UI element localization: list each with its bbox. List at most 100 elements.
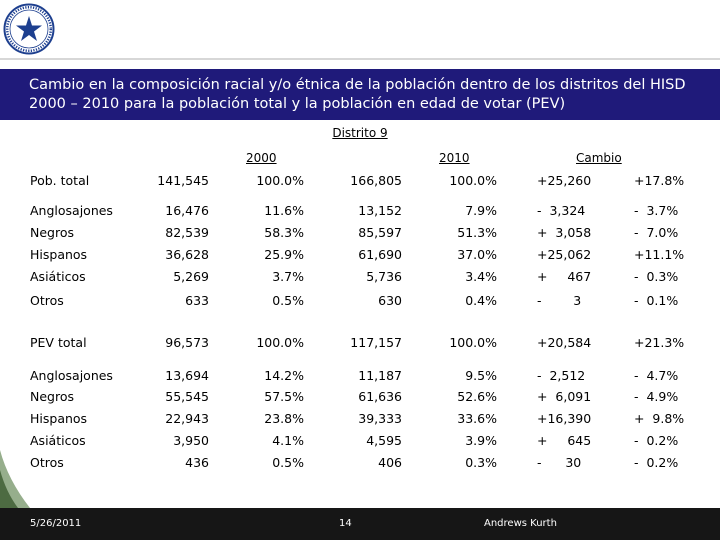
- table-row: Negros 82,539 58.3% 85,597 51.3% + 3,058…: [0, 225, 720, 241]
- cell-count-2010: 5,736: [366, 269, 402, 284]
- row-label: Hispanos: [30, 247, 88, 262]
- footer-page-number: 14: [339, 518, 352, 529]
- cell-change-pct: - 0.1%: [634, 293, 679, 308]
- cell-count-2000: 96,573: [165, 335, 209, 350]
- district-heading-wrap: Distrito 9: [0, 122, 720, 141]
- cell-count-2000: 5,269: [173, 269, 209, 284]
- cell-count-2000: 13,694: [165, 368, 209, 383]
- slide-title: Cambio en la composición racial y/o étni…: [29, 77, 686, 112]
- cell-count-2000: 436: [185, 455, 209, 470]
- cell-count-2010: 13,152: [358, 203, 402, 218]
- table-row: PEV total 96,573 100.0% 117,157 100.0% +…: [0, 335, 720, 351]
- district-heading: Distrito 9: [332, 126, 388, 140]
- cell-change-count: - 30: [537, 455, 582, 470]
- cell-pct-2000: 4.1%: [272, 433, 304, 448]
- cell-change-count: +20,584: [537, 335, 592, 350]
- cell-pct-2010: 3.4%: [465, 269, 497, 284]
- cell-pct-2010: 52.6%: [457, 389, 497, 404]
- table-row: Asiáticos 3,950 4.1% 4,595 3.9% + 645 - …: [0, 433, 720, 449]
- table-row: Otros 436 0.5% 406 0.3% - 30 - 0.2%: [0, 455, 720, 471]
- table-row: Pob. total 141,545 100.0% 166,805 100.0%…: [0, 173, 720, 189]
- footer-accent-swoosh: [0, 450, 30, 508]
- row-label: Pob. total: [30, 173, 90, 188]
- cell-change-pct: +21.3%: [634, 335, 685, 350]
- cell-change-count: + 6,091: [537, 389, 592, 404]
- cell-count-2010: 61,636: [358, 389, 402, 404]
- table-row: Asiáticos 5,269 3.7% 5,736 3.4% + 467 - …: [0, 269, 720, 285]
- row-label: Asiáticos: [30, 269, 86, 284]
- table-row: Otros 633 0.5% 630 0.4% - 3 - 0.1%: [0, 293, 720, 309]
- table-row: Negros 55,545 57.5% 61,636 52.6% + 6,091…: [0, 389, 720, 405]
- cell-pct-2010: 100.0%: [449, 173, 497, 188]
- cell-pct-2000: 58.3%: [264, 225, 304, 240]
- top-divider: [0, 58, 720, 60]
- row-label: Anglosajones: [30, 203, 113, 218]
- cell-count-2010: 61,690: [358, 247, 402, 262]
- cell-pct-2010: 7.9%: [465, 203, 497, 218]
- cell-pct-2000: 14.2%: [264, 368, 304, 383]
- cell-pct-2000: 23.8%: [264, 411, 304, 426]
- cell-change-count: + 645: [537, 433, 592, 448]
- cell-count-2010: 406: [378, 455, 402, 470]
- cell-change-count: + 467: [537, 269, 592, 284]
- cell-count-2010: 117,157: [350, 335, 402, 350]
- cell-pct-2010: 37.0%: [457, 247, 497, 262]
- cell-pct-2000: 25.9%: [264, 247, 304, 262]
- cell-count-2010: 85,597: [358, 225, 402, 240]
- cell-pct-2010: 100.0%: [449, 335, 497, 350]
- cell-change-pct: - 7.0%: [634, 225, 679, 240]
- cell-change-count: +25,062: [537, 247, 592, 262]
- cell-pct-2010: 3.9%: [465, 433, 497, 448]
- cell-change-pct: +17.8%: [634, 173, 685, 188]
- footer-bar: [0, 508, 720, 540]
- cell-count-2010: 39,333: [358, 411, 402, 426]
- cell-change-pct: - 0.2%: [634, 433, 679, 448]
- row-label: PEV total: [30, 335, 87, 350]
- row-label: Anglosajones: [30, 368, 113, 383]
- cell-count-2010: 11,187: [358, 368, 402, 383]
- title-banner: Cambio en la composición racial y/o étni…: [0, 69, 720, 120]
- cell-pct-2000: 0.5%: [272, 293, 304, 308]
- cell-count-2000: 3,950: [173, 433, 209, 448]
- cell-pct-2010: 0.3%: [465, 455, 497, 470]
- row-label: Otros: [30, 455, 64, 470]
- row-label: Otros: [30, 293, 64, 308]
- cell-pct-2010: 51.3%: [457, 225, 497, 240]
- cell-count-2010: 4,595: [366, 433, 402, 448]
- cell-change-pct: - 0.3%: [634, 269, 679, 284]
- cell-count-2010: 630: [378, 293, 402, 308]
- header-change: Cambio: [576, 151, 622, 165]
- cell-change-pct: + 9.8%: [634, 411, 685, 426]
- cell-count-2000: 55,545: [165, 389, 209, 404]
- cell-pct-2010: 9.5%: [465, 368, 497, 383]
- cell-change-count: +25,260: [537, 173, 592, 188]
- cell-change-count: + 3,058: [537, 225, 592, 240]
- table-row: Hispanos 36,628 25.9% 61,690 37.0% +25,0…: [0, 247, 720, 263]
- table-row: Anglosajones 13,694 14.2% 11,187 9.5% - …: [0, 368, 720, 384]
- cell-count-2000: 141,545: [157, 173, 209, 188]
- cell-change-pct: +11.1%: [634, 247, 685, 262]
- cell-change-pct: - 0.2%: [634, 455, 679, 470]
- cell-count-2000: 82,539: [165, 225, 209, 240]
- cell-change-count: - 3: [537, 293, 582, 308]
- hisd-seal-logo: [3, 3, 55, 55]
- cell-pct-2010: 33.6%: [457, 411, 497, 426]
- cell-count-2000: 633: [185, 293, 209, 308]
- header-2000: 2000: [246, 151, 277, 165]
- table-row: Anglosajones 16,476 11.6% 13,152 7.9% - …: [0, 203, 720, 219]
- cell-count-2000: 22,943: [165, 411, 209, 426]
- header-2010: 2010: [439, 151, 470, 165]
- cell-change-count: - 3,324: [537, 203, 586, 218]
- cell-change-pct: - 4.9%: [634, 389, 679, 404]
- cell-pct-2000: 57.5%: [264, 389, 304, 404]
- cell-pct-2000: 100.0%: [256, 173, 304, 188]
- row-label: Negros: [30, 225, 75, 240]
- cell-count-2010: 166,805: [350, 173, 402, 188]
- cell-count-2000: 36,628: [165, 247, 209, 262]
- row-label: Asiáticos: [30, 433, 86, 448]
- cell-pct-2000: 100.0%: [256, 335, 304, 350]
- footer-firm: Andrews Kurth: [484, 518, 557, 529]
- cell-change-pct: - 3.7%: [634, 203, 679, 218]
- row-label: Negros: [30, 389, 75, 404]
- cell-pct-2000: 3.7%: [272, 269, 304, 284]
